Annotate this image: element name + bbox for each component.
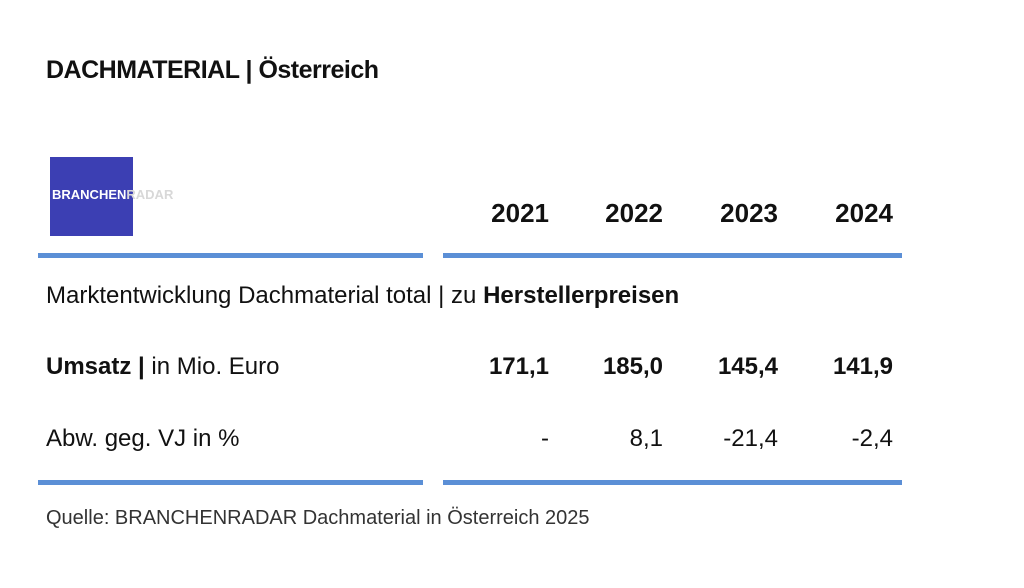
row-label-bold: Umsatz | — [46, 353, 145, 380]
cell: 145,4 — [717, 353, 778, 380]
cell: -2,4 — [851, 425, 893, 452]
column-header: 2022 — [605, 198, 663, 228]
rule — [443, 253, 902, 258]
cell: -21,4 — [723, 425, 778, 452]
title: DACHMATERIAL | Österreich — [46, 56, 379, 84]
logo: BRANCHENRADAR — [52, 187, 173, 202]
column-header: 2021 — [491, 198, 549, 228]
cell: - — [541, 425, 549, 452]
logo-part: RADAR — [126, 187, 174, 202]
row-label: Umsatz | in Mio. Euro — [46, 353, 279, 381]
cell: 185,0 — [602, 353, 663, 380]
column-header: 2023 — [720, 198, 778, 228]
section-title: Marktentwicklung Dachmaterial total | zu… — [46, 282, 679, 310]
row-label: Abw. geg. VJ in % — [46, 425, 240, 452]
cell: 171,1 — [488, 353, 549, 380]
rule — [443, 480, 902, 485]
rule — [38, 253, 423, 258]
section-bold: Herstellerpreisen — [483, 282, 680, 309]
row-label-text: in Mio. Euro — [144, 353, 280, 380]
section-text: Marktentwicklung Dachmaterial total | zu — [46, 282, 484, 309]
source: Quelle: BRANCHENRADAR Dachmaterial in Ös… — [46, 507, 590, 529]
rule — [38, 480, 423, 485]
logo-box — [50, 157, 133, 236]
cell: 8,1 — [629, 425, 663, 452]
column-header: 2024 — [835, 198, 893, 228]
cell: 141,9 — [832, 353, 893, 380]
logo-part: BRANCHEN — [52, 187, 127, 202]
